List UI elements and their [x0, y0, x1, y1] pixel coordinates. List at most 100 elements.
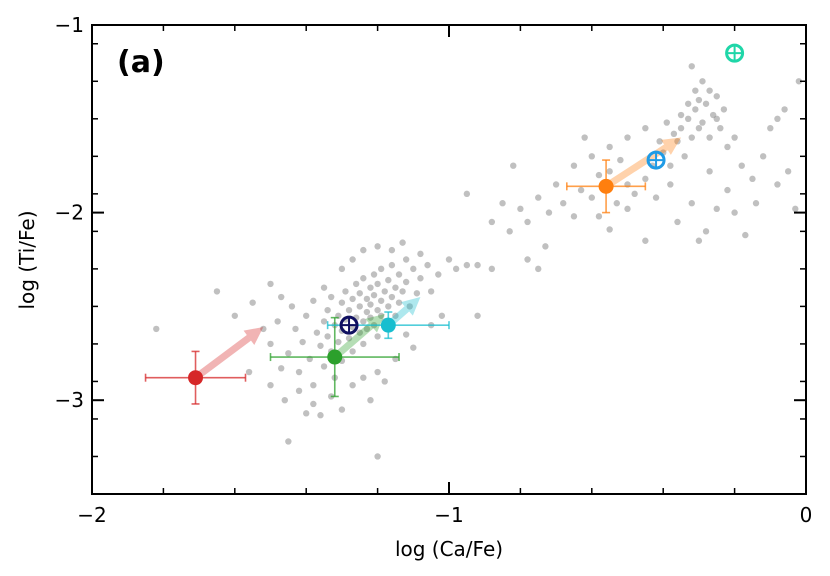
- data-point: [342, 288, 349, 295]
- data-point: [153, 325, 160, 333]
- data-point: [392, 312, 399, 319]
- data-point: [742, 231, 749, 239]
- data-point: [363, 325, 371, 333]
- highlight-point: [598, 178, 614, 194]
- data-point: [784, 168, 792, 175]
- data-point: [535, 194, 542, 201]
- data-point: [642, 237, 649, 244]
- data-point: [517, 205, 524, 213]
- data-point: [374, 306, 381, 314]
- data-point: [360, 275, 367, 282]
- data-point: [410, 265, 417, 273]
- data-point: [674, 218, 681, 226]
- data-point: [524, 256, 531, 263]
- data-point: [310, 381, 317, 389]
- data-point: [713, 205, 720, 213]
- data-point: [410, 344, 417, 351]
- data-point: [363, 295, 371, 303]
- data-point: [402, 256, 410, 263]
- data-point: [320, 363, 328, 370]
- data-point: [360, 340, 367, 348]
- data-point: [349, 295, 356, 303]
- data-point: [684, 100, 692, 107]
- data-point: [624, 205, 631, 213]
- data-point: [667, 181, 674, 188]
- data-point: [706, 168, 713, 175]
- arrow-head: [400, 297, 421, 316]
- data-point: [435, 271, 442, 278]
- data-point: [327, 293, 335, 301]
- data-point: [717, 124, 724, 132]
- data-point: [303, 312, 310, 319]
- data-point: [356, 329, 363, 336]
- data-point: [402, 278, 410, 286]
- data-point: [274, 318, 281, 325]
- data-point: [535, 265, 542, 273]
- data-point: [374, 333, 381, 340]
- data-point: [285, 350, 292, 357]
- data-point: [474, 261, 481, 269]
- data-point: [313, 329, 321, 336]
- data-point: [688, 134, 695, 141]
- data-point: [377, 297, 385, 304]
- data-point: [577, 186, 585, 194]
- data-point: [749, 175, 756, 183]
- data-point: [295, 368, 303, 376]
- data-point: [702, 228, 710, 235]
- data-point: [677, 111, 685, 119]
- data-point: [699, 78, 706, 85]
- data-point: [281, 397, 288, 404]
- data-point: [356, 303, 363, 310]
- x-tick-label: 0: [800, 503, 813, 527]
- data-point: [617, 156, 624, 164]
- data-point: [706, 134, 713, 141]
- data-point: [674, 138, 681, 145]
- data-point: [595, 213, 603, 220]
- data-point: [317, 342, 324, 349]
- data-point: [774, 115, 781, 123]
- data-point: [581, 134, 588, 141]
- data-point: [713, 93, 720, 100]
- data-point: [249, 299, 256, 306]
- data-point: [395, 299, 403, 306]
- data-point: [474, 312, 481, 319]
- data-point: [631, 190, 638, 198]
- data-point: [338, 299, 346, 306]
- data-point: [392, 284, 399, 291]
- data-point: [488, 218, 496, 226]
- y-tick-label: −2: [55, 201, 84, 225]
- data-point: [692, 106, 699, 113]
- x-tick-label: −1: [434, 503, 463, 527]
- data-point: [667, 162, 674, 169]
- data-point: [345, 335, 353, 342]
- data-point: [324, 306, 331, 314]
- data-point: [367, 284, 374, 291]
- data-point: [774, 181, 781, 188]
- data-point: [560, 200, 567, 207]
- data-point: [335, 338, 342, 346]
- data-point: [320, 318, 328, 325]
- data-point: [588, 194, 595, 201]
- data-point: [713, 115, 720, 123]
- data-point: [363, 308, 371, 316]
- data-point: [499, 200, 506, 207]
- data-point: [295, 387, 303, 395]
- data-point: [356, 290, 363, 297]
- data-point: [402, 331, 410, 338]
- data-point: [385, 303, 392, 310]
- data-point: [606, 226, 613, 233]
- data-point: [642, 124, 649, 132]
- data-point: [677, 124, 685, 132]
- data-point: [374, 243, 381, 250]
- data-point: [417, 275, 424, 282]
- x-tick-label: −2: [77, 503, 106, 527]
- highlight-point: [380, 317, 396, 333]
- data-point: [267, 280, 274, 288]
- data-point: [317, 412, 324, 419]
- data-point: [260, 325, 267, 333]
- data-point: [663, 119, 670, 126]
- data-point: [452, 265, 460, 273]
- data-point: [285, 438, 292, 445]
- data-point: [688, 63, 695, 70]
- data-point: [652, 194, 660, 201]
